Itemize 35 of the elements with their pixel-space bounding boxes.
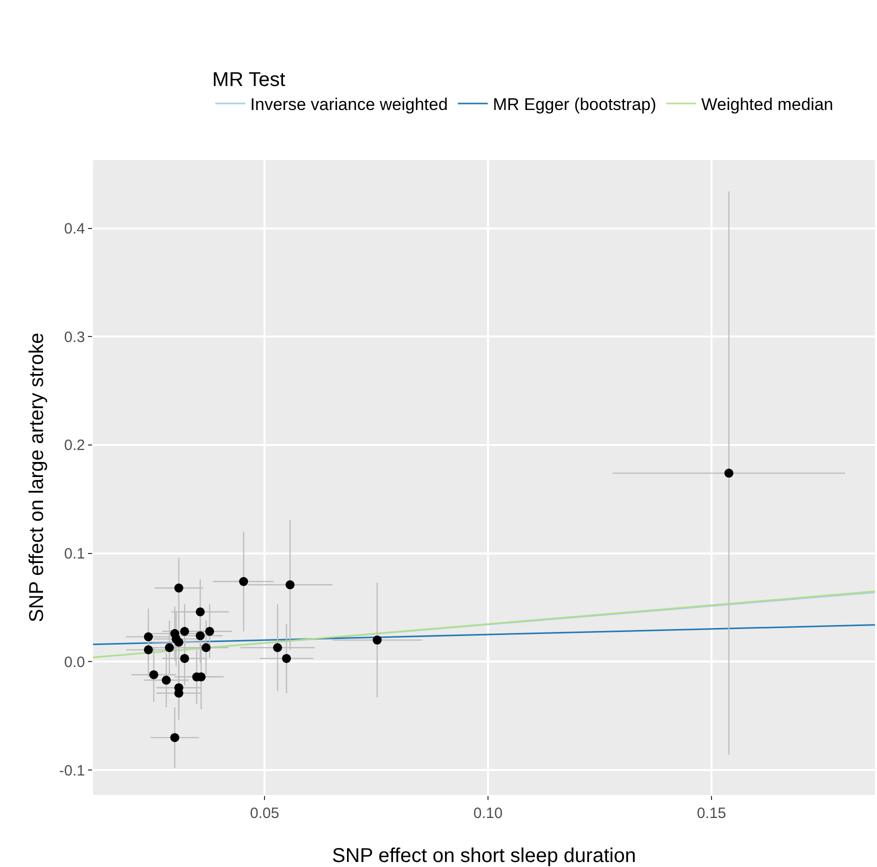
point: [164, 643, 174, 652]
y-tick-label: 0.0: [64, 654, 85, 671]
legend-label: MR Egger (bootstrap): [492, 95, 656, 114]
y-tick-label: 0.1: [64, 546, 85, 563]
y-tick-label: -0.1: [59, 762, 85, 780]
y-tick-label: 0.4: [64, 220, 85, 238]
y-tick-label: 0.2: [64, 437, 85, 454]
point: [196, 607, 205, 616]
point: [180, 654, 190, 663]
point: [282, 654, 291, 663]
x-tick-label: 0.10: [473, 805, 503, 822]
point: [144, 632, 153, 642]
point: [162, 676, 171, 685]
x-axis-title: SNP effect on short sleep duration: [332, 845, 636, 867]
point: [724, 468, 734, 478]
point: [273, 643, 282, 652]
point: [205, 626, 214, 636]
point: [180, 626, 190, 636]
point: [174, 638, 184, 647]
x-tick-label: 0.05: [250, 805, 280, 822]
point: [202, 643, 211, 652]
point: [239, 577, 248, 586]
y-axis-title: SNP effect on large artery stroke: [26, 332, 48, 622]
x-tick-label: 0.15: [696, 805, 726, 822]
point: [174, 584, 184, 593]
y-tick-label: 0.3: [64, 328, 85, 346]
point: [144, 645, 153, 654]
point: [196, 631, 205, 640]
legend-label: Inverse variance weighted: [250, 95, 448, 114]
point: [286, 580, 295, 590]
point: [372, 636, 382, 645]
legend-label: Weighted median: [701, 95, 834, 114]
point: [149, 670, 158, 680]
point: [170, 733, 180, 742]
legend-title: MR Test: [212, 68, 286, 91]
